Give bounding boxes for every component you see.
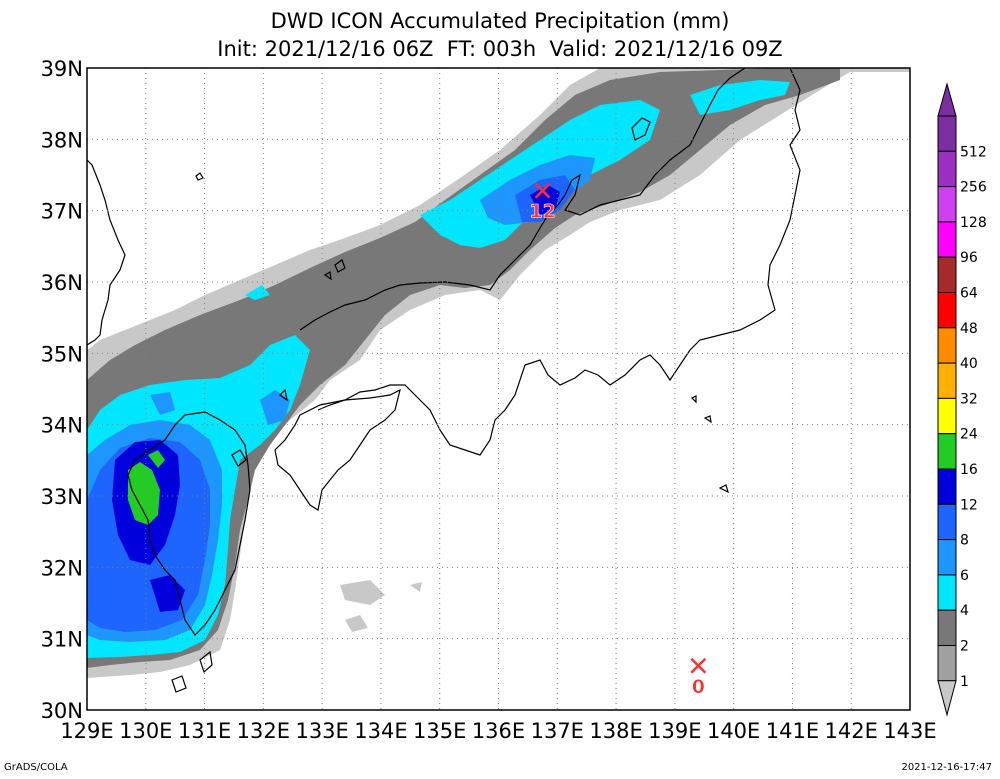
colorbar-swatch	[937, 397, 957, 435]
longitude-label: 136E	[472, 719, 525, 743]
latitude-label: 36N	[41, 271, 83, 295]
colorbar-swatch	[937, 609, 957, 647]
colorbar-label: 48	[960, 321, 978, 337]
latitude-labels: 39N 38N 37N 36N 35N 34N 33N 32N 31N 30N	[41, 57, 83, 723]
colorbar-label: 4	[960, 603, 969, 619]
colorbar-label: 8	[960, 533, 969, 549]
colorbar-swatch	[937, 433, 957, 470]
colorbar-swatch	[937, 539, 957, 576]
longitude-label: 137E	[531, 719, 584, 743]
colorbar-swatch	[937, 256, 957, 294]
marker-cross	[534, 182, 551, 199]
colorbar-label: 6	[960, 568, 969, 584]
station-marker: 12	[529, 182, 556, 223]
latitude-label: 34N	[41, 414, 83, 438]
colorbar-swatch	[937, 115, 957, 152]
station-marker: 0	[690, 657, 707, 698]
latitude-label: 38N	[41, 128, 83, 152]
colorbar-label: 256	[960, 180, 987, 196]
longitude-label: 135E	[413, 719, 466, 743]
colorbar-label: 96	[960, 250, 978, 266]
latitude-label: 39N	[41, 57, 83, 81]
latitude-label: 35N	[41, 342, 83, 366]
latitude-label: 37N	[41, 200, 83, 224]
colorbar-swatch	[937, 150, 957, 188]
colorbar-label: 128	[960, 215, 987, 231]
coastlines	[87, 68, 801, 693]
colorbar-label: 512	[960, 144, 987, 160]
footer-credit: GrADS/COLA	[4, 762, 68, 773]
longitude-label: 133E	[295, 719, 348, 743]
latitude-label: 30N	[41, 699, 83, 723]
longitude-label: 141E	[766, 719, 819, 743]
longitude-labels: 129E 130E 131E 132E 133E 134E 135E 136E 137E 138E…	[60, 719, 936, 743]
colorbar-swatch	[937, 221, 957, 258]
map-title: DWD ICON Accumulated Precipitation (mm)	[270, 9, 730, 33]
colorbar-swatch	[937, 186, 957, 223]
colorbar-label: 64	[960, 286, 978, 302]
longitude-label: 139E	[648, 719, 701, 743]
marker-cross	[690, 657, 707, 674]
colorbar-label: 2	[960, 639, 969, 655]
colorbar-swatch	[937, 362, 957, 399]
plot-frame	[86, 67, 911, 711]
longitude-label: 132E	[237, 719, 290, 743]
colorbar-swatch	[937, 327, 957, 364]
footer-timestamp: 2021-12-16-17:47	[901, 762, 992, 773]
latitude-label: 31N	[41, 628, 83, 652]
colorbar-swatch	[937, 292, 957, 329]
map-subtitle: Init: 2021/12/16 06Z FT: 003h Valid: 202…	[217, 37, 783, 61]
longitude-label: 130E	[119, 719, 172, 743]
colorbar-label: 24	[960, 427, 978, 443]
longitude-label: 129E	[60, 719, 113, 743]
latitude-label: 32N	[41, 556, 83, 580]
marker-value: 12	[529, 201, 555, 223]
precipitation-field	[87, 68, 910, 678]
colorbar-top-arrow	[937, 82, 957, 117]
colorbar-swatch	[937, 645, 957, 682]
colorbar-label: 40	[960, 356, 978, 372]
colorbar-label: 12	[960, 497, 978, 513]
station-markers: 12 0	[529, 182, 707, 698]
longitude-label: 143E	[883, 719, 936, 743]
colorbar-swatch	[937, 468, 957, 505]
longitude-label: 140E	[707, 719, 760, 743]
longitude-label: 142E	[825, 719, 878, 743]
colorbar-label: 32	[960, 391, 978, 407]
latitude-label: 33N	[41, 485, 83, 509]
longitude-label: 138E	[589, 719, 642, 743]
colorbar-swatch	[937, 574, 957, 611]
longitude-label: 134E	[354, 719, 407, 743]
longitude-label: 131E	[178, 719, 231, 743]
grid-lines	[87, 68, 910, 710]
colorbar-label: 16	[960, 462, 978, 478]
colorbar-label: 1	[960, 674, 969, 690]
marker-value: 0	[692, 676, 705, 698]
colorbar-swatch	[937, 503, 957, 541]
colorbar-bottom-arrow	[937, 680, 957, 717]
